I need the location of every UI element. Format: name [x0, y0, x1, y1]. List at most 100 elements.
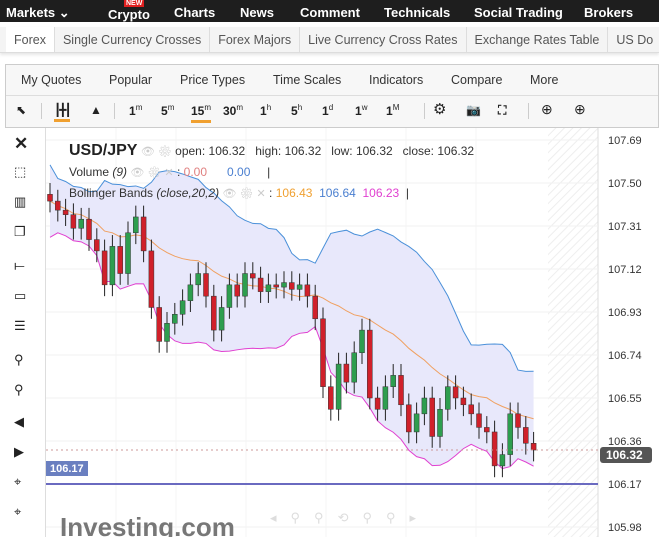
chart-icon-row: ⬉ ┃╋┃ ▲ ⚙ 📷 ⛶ ⊕ ⊕ 1m 5m 15m 30m 1h 5h 1d 1w 1M [6, 96, 658, 127]
timescale-button[interactable]: 1m [129, 103, 142, 118]
candle-body [515, 413, 521, 428]
cursor-icon[interactable]: ⬉ [16, 103, 27, 117]
timescale-button[interactable]: 5h [291, 103, 302, 118]
eye-icon[interactable]: 👁 ⚙ [140, 146, 172, 158]
candle-body [312, 295, 318, 320]
timescale-number: 1 [386, 104, 393, 118]
timescale-button[interactable]: 1w [355, 103, 367, 118]
fullscreen-icon[interactable]: ⛶ [498, 103, 507, 117]
volume-label: Volume [69, 165, 110, 179]
bollinger-lower-line [49, 232, 534, 470]
clone-icon[interactable]: ❐ [14, 224, 26, 239]
hline-badge [46, 461, 88, 476]
candle-body [156, 307, 162, 342]
fib-tool-icon[interactable]: ☰ [14, 318, 26, 333]
timescale-number: 1 [129, 104, 136, 118]
candle-body [507, 413, 513, 455]
rectangle-tool-icon[interactable]: ▭ [14, 288, 27, 303]
crosshair-zoom-icon[interactable]: ⌖ [14, 474, 22, 489]
topnav-item[interactable]: News [240, 5, 274, 20]
candle-body [133, 216, 139, 234]
menu-item[interactable]: Compare [451, 73, 503, 87]
topnav-item[interactable]: Crypto [108, 7, 150, 22]
timescale-number: 15 [191, 104, 205, 118]
candle-body [320, 318, 326, 387]
menu-item[interactable]: Popular [109, 73, 153, 87]
bb-upper-value: 106.64 [319, 186, 356, 200]
menu-item[interactable]: Indicators [369, 73, 424, 87]
y-tick-label: 106.17 [608, 479, 642, 491]
subnav-item[interactable]: Forex Majors [210, 27, 301, 52]
timescale-button[interactable]: 1h [260, 103, 271, 118]
candle-body [211, 295, 217, 331]
upload-icon[interactable]: ⊕ [574, 101, 586, 117]
menu-item[interactable]: My Quotes [21, 73, 82, 87]
timescale-button[interactable]: 30m [223, 103, 243, 118]
scroll-left-icon[interactable]: ◀ [14, 414, 24, 429]
menu-item[interactable]: Price Types [180, 73, 246, 87]
zoom-out-icon[interactable]: ⚲ [14, 382, 24, 397]
candle-body [125, 232, 131, 274]
candle-body [117, 246, 123, 274]
scroll-right-icon[interactable]: ▶ [14, 444, 24, 459]
topnav-item[interactable]: Comment [300, 5, 360, 20]
subnav-item[interactable]: US Do [608, 27, 659, 52]
topnav-item[interactable]: Brokers [584, 5, 634, 20]
volume-controls-icon[interactable]: 👁 ⚙ ✕ [130, 167, 174, 179]
navigation-arrows-icon[interactable]: ◂⚲⚲⟲⚲⚲▸ [270, 510, 430, 525]
candle-body [109, 246, 116, 286]
timescale-number: 1 [260, 104, 267, 118]
candle-body [437, 409, 443, 437]
subnav-item[interactable]: Single Currency Crosses [55, 27, 211, 52]
current-price-label: 106.32 [606, 448, 643, 462]
settings-gear-icon[interactable]: ⚙ [433, 101, 447, 118]
candle-body [468, 404, 474, 415]
ohlc-readout: open: 106.32 high: 106.32 low: 106.32 cl… [175, 144, 475, 158]
close-icon[interactable]: ✕ [14, 134, 29, 153]
candle-body [335, 363, 342, 410]
y-tick-label: 107.12 [608, 264, 642, 276]
remove-drawings-icon[interactable]: ⬚ [14, 164, 27, 179]
candle-body [265, 284, 272, 292]
timescale-button[interactable]: 1M [386, 103, 399, 118]
hline-label: 106.17 [50, 463, 84, 475]
subnav-item[interactable]: Exchange Rates Table [467, 27, 609, 52]
download-icon[interactable]: ⊕ [541, 101, 553, 117]
candle-body [445, 386, 451, 410]
bb-mid-value: 106.43 [275, 186, 313, 200]
timescale-unit: d [328, 103, 334, 112]
subnav-item[interactable]: Live Currency Cross Rates [300, 27, 467, 52]
area-chart-icon[interactable]: ▲ [90, 103, 102, 117]
price-chart[interactable]: 107.69 107.50 107.31 107.12 106.93 106.74 106.… [46, 128, 659, 537]
zoom-in-icon[interactable]: ⚲ [14, 352, 24, 367]
y-tick-label: 107.69 [608, 135, 642, 147]
candle-body [164, 323, 170, 342]
candle-body [78, 218, 84, 229]
y-tick-label: 107.31 [608, 221, 642, 233]
menu-item[interactable]: More [530, 73, 559, 87]
menu-item[interactable]: Time Scales [273, 73, 342, 87]
timescale-unit: h [266, 103, 272, 112]
timescale-button[interactable]: 1d [322, 103, 333, 118]
topnav-item[interactable]: Technicals [384, 5, 451, 20]
timescale-button[interactable]: 5m [161, 103, 174, 118]
subnav-item[interactable]: Forex [6, 27, 55, 52]
crosshair-icon[interactable]: ⌖ [14, 504, 22, 519]
timescale-button[interactable]: 15m [191, 103, 212, 123]
timescale-number: 1 [322, 104, 329, 118]
candlestick-icon[interactable]: ┃╋┃ [54, 103, 72, 122]
timescale-unit: w [361, 103, 368, 112]
candle-body [367, 329, 373, 399]
chart-menu: My Quotes Popular Price Types Time Scales In… [6, 65, 658, 96]
bb-controls-icon[interactable]: 👁 ⚙ ✕ [222, 188, 266, 200]
remove-indicators-icon[interactable]: ▥ [14, 194, 27, 209]
candle-body [413, 413, 420, 433]
topnav-item[interactable]: Markets ⌄ [6, 5, 70, 20]
line-tool-icon[interactable]: ⟝ [14, 258, 25, 273]
camera-icon[interactable]: 📷 [466, 103, 481, 117]
topnav-item[interactable]: Social Trading [474, 5, 563, 20]
candle-body [47, 194, 53, 202]
topnav-item[interactable]: Charts [174, 5, 216, 20]
future-area [548, 128, 598, 537]
symbol-name: USD/JPY [69, 142, 138, 159]
